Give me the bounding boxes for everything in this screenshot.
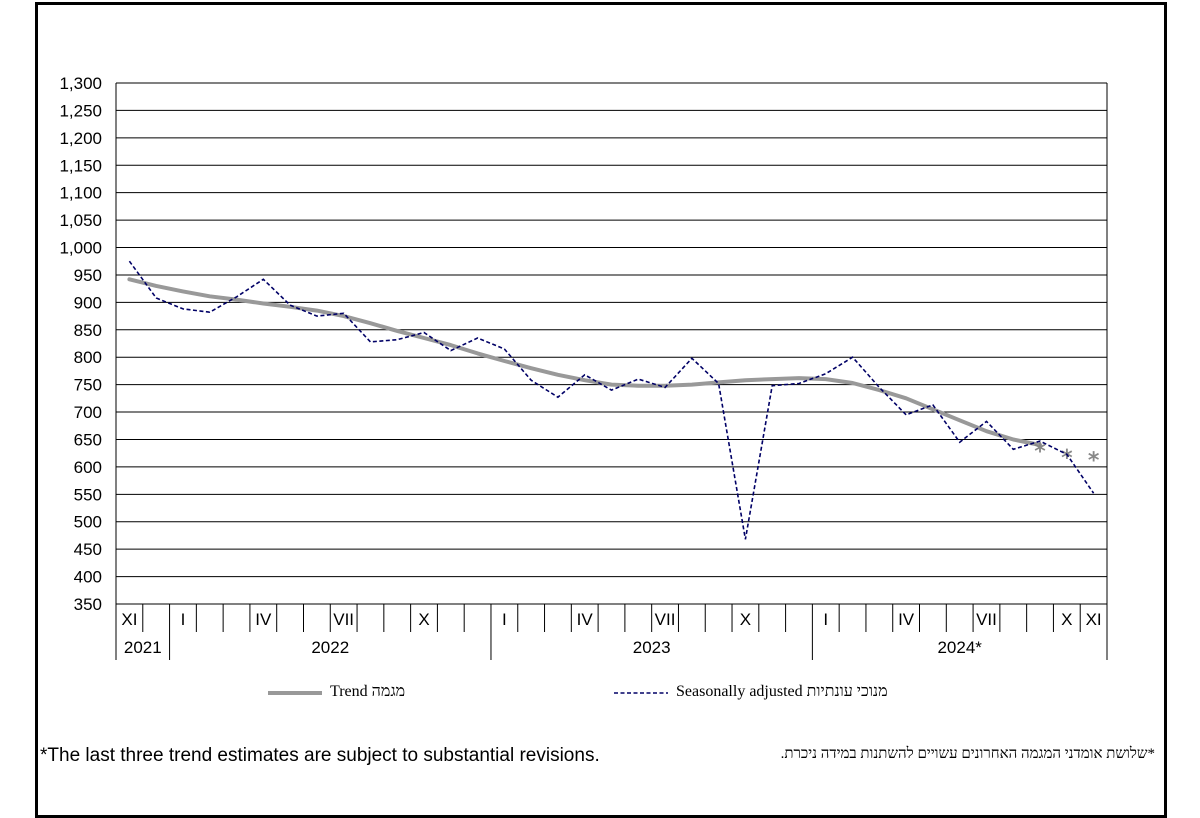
provisional-trend-point: * — [1088, 449, 1100, 474]
month-tick-label: VII — [655, 610, 676, 629]
series-lines: * * * — [127, 260, 1100, 540]
provisional-trend-point: * — [1034, 439, 1046, 464]
legend-trend: Trend מגמה — [330, 683, 405, 701]
y-tick-label: 1,200 — [59, 129, 102, 148]
footnote-hebrew: *שלושת אומדני המגמה האחרונים עשויים להשת… — [780, 746, 1155, 762]
y-tick-label: 800 — [74, 348, 102, 367]
month-tick-label: X — [740, 610, 751, 629]
month-tick-label: X — [418, 610, 429, 629]
y-tick-label: 500 — [74, 513, 102, 532]
y-tick-label: 650 — [74, 430, 102, 449]
year-tick-label: 2022 — [311, 638, 349, 657]
y-tick-label: 450 — [74, 540, 102, 559]
month-tick-label: XI — [121, 610, 137, 629]
month-tick-label: VII — [333, 610, 354, 629]
month-tick-label: I — [823, 610, 828, 629]
legend-trend-he: מגמה — [371, 683, 406, 700]
month-tick-label: I — [502, 610, 507, 629]
y-tick-label: 350 — [74, 595, 102, 614]
legend-trend-en: Trend — [330, 683, 368, 700]
legend-sa-he: מנוכי עונתיות — [806, 683, 888, 700]
gridlines — [115, 82, 1108, 660]
month-tick-label: IV — [255, 610, 272, 629]
month-tick-label: X — [1061, 610, 1072, 629]
legend-seasonally-adjusted: Seasonally adjusted מנוכי עונתיות — [676, 683, 888, 701]
y-tick-label: 1,000 — [59, 239, 102, 258]
year-tick-label: 2021 — [124, 638, 162, 657]
footnote-english: *The last three trend estimates are subj… — [40, 745, 600, 766]
seasonally-adjusted-series-line — [128, 260, 1095, 540]
month-tick-label: IV — [898, 610, 915, 629]
month-tick-label: VII — [976, 610, 997, 629]
y-tick-label: 900 — [74, 293, 102, 312]
y-tick-label: 1,100 — [59, 184, 102, 203]
year-tick-label: 2023 — [633, 638, 671, 657]
month-tick-label: IV — [577, 610, 594, 629]
y-tick-label: 1,150 — [59, 156, 102, 175]
y-tick-label: 550 — [74, 485, 102, 504]
y-tick-label: 700 — [74, 403, 102, 422]
y-tick-label: 600 — [74, 458, 102, 477]
y-tick-label: 400 — [74, 568, 102, 587]
provisional-trend-point: * — [1061, 446, 1073, 471]
year-tick-label: 2024* — [937, 638, 982, 657]
legend-sa-en: Seasonally adjusted — [676, 683, 803, 700]
y-tick-label: 1,250 — [59, 101, 102, 120]
y-tick-label: 750 — [74, 376, 102, 395]
y-tick-label: 950 — [74, 266, 102, 285]
month-tick-label: XI — [1086, 610, 1102, 629]
trend-series-line — [127, 277, 1042, 447]
month-tick-label: I — [181, 610, 186, 629]
y-tick-label: 1,300 — [59, 74, 102, 93]
y-axis-ticks: 1,300 1,250 1,200 1,150 1,100 1,050 1,000 950 90… — [59, 74, 102, 614]
y-tick-label: 850 — [74, 321, 102, 340]
y-tick-label: 1,050 — [59, 211, 102, 230]
